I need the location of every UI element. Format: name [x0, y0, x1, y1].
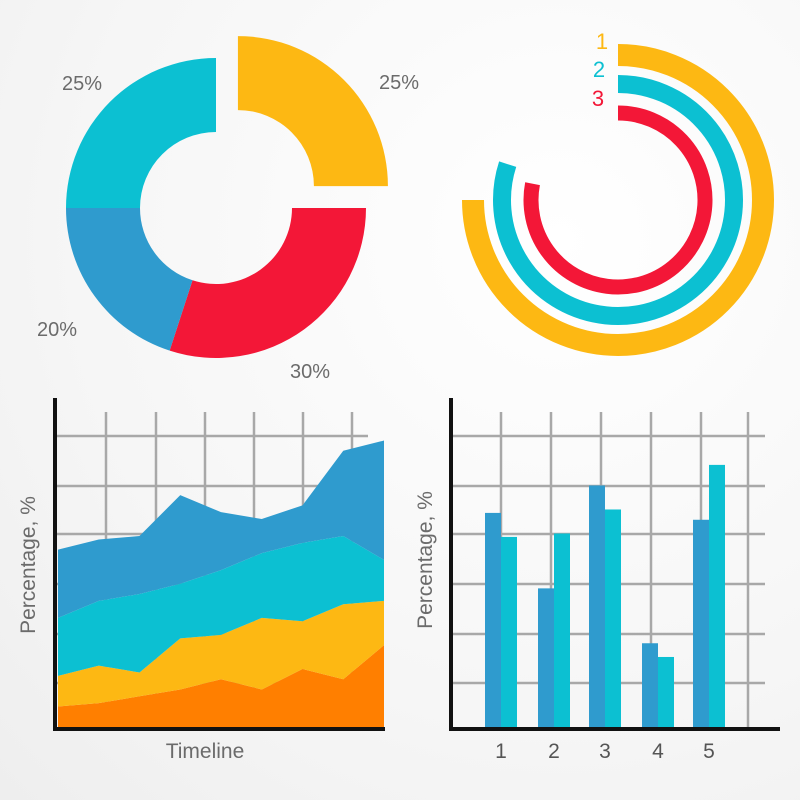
donut-slice-1 — [237, 36, 388, 187]
donut-label-cyan: 25% — [62, 73, 102, 95]
bar-5-series-1 — [693, 519, 709, 729]
area-series-1 — [58, 645, 384, 727]
bar-4-series-1 — [642, 643, 658, 729]
bar-4-series-2 — [658, 656, 674, 729]
donut-slice-3 — [66, 208, 193, 351]
bar-2-series-2 — [554, 533, 570, 729]
bar-x-tick-2: 2 — [548, 740, 560, 763]
bar-y-axis-label: Percentage, % — [414, 491, 437, 629]
bar-x-tick-3: 3 — [599, 740, 611, 763]
ring-arc-2 — [493, 75, 743, 325]
bar-chart: 1 2 3 4 5 — [449, 398, 780, 763]
radial-ring-chart — [462, 44, 774, 356]
ring-arc-1 — [462, 44, 774, 356]
bar-1-series-2 — [501, 536, 517, 729]
area-series-3 — [58, 536, 384, 676]
bar-x-tick-4: 4 — [652, 740, 664, 763]
ring-label-3: 3 — [592, 86, 604, 111]
donut-chart — [66, 36, 388, 358]
ring-arc-3 — [523, 105, 713, 295]
bar-3-series-1 — [589, 485, 605, 729]
donut-label-yellow: 25% — [379, 72, 419, 94]
bar-x-tick-5: 5 — [703, 740, 715, 763]
stacked-area-chart — [53, 398, 385, 731]
bar-x-tick-1: 1 — [495, 740, 507, 763]
bar-1-series-1 — [485, 512, 501, 729]
bar-2-series-1 — [538, 588, 554, 729]
area-series-4 — [58, 440, 384, 618]
donut-slice-2 — [169, 208, 366, 358]
area-y-axis-label: Percentage, % — [17, 496, 40, 634]
ring-label-1: 1 — [596, 29, 608, 54]
area-x-axis-label: Timeline — [166, 740, 245, 763]
donut-label-red: 30% — [290, 361, 330, 383]
bar-5-series-2 — [709, 464, 725, 729]
donut-slice-4 — [66, 58, 216, 208]
donut-label-blue: 20% — [37, 319, 77, 341]
area-series-2 — [58, 600, 384, 707]
ring-label-2: 2 — [593, 57, 605, 82]
bar-3-series-2 — [605, 509, 621, 729]
